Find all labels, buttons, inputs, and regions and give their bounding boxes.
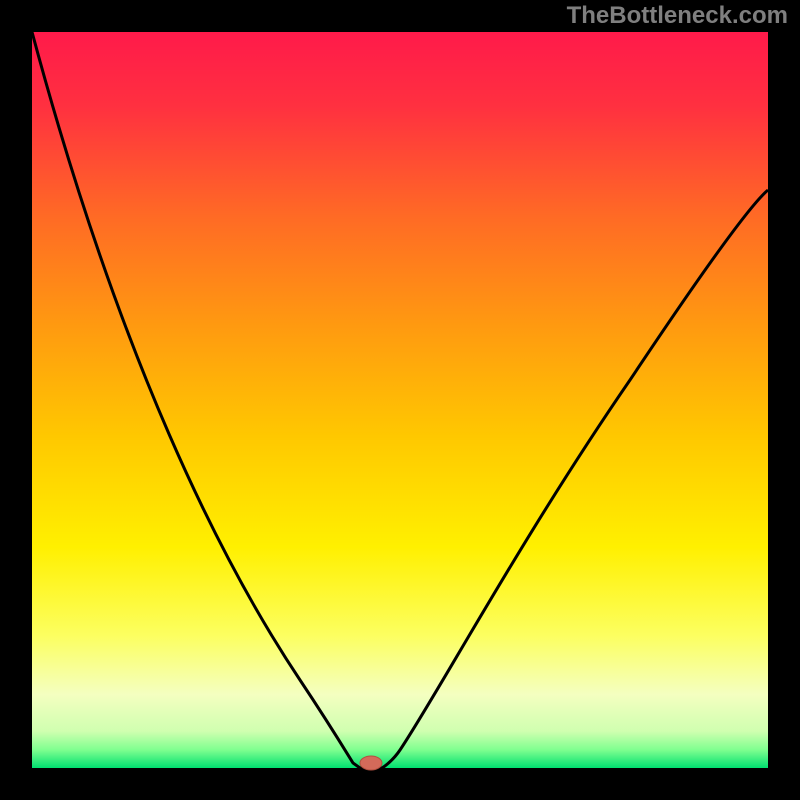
watermark-text: TheBottleneck.com [567,2,788,30]
bottleneck-chart [0,0,800,800]
plot-gradient-background [32,32,768,768]
minimum-marker [360,756,382,770]
